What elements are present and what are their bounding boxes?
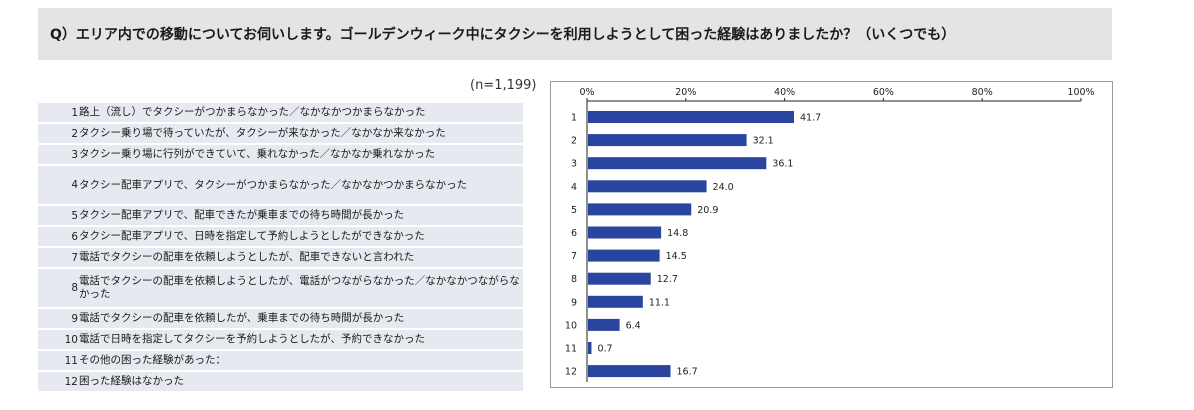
bar <box>588 318 620 331</box>
category-number: 1 <box>71 106 78 119</box>
category-tick-label: 2 <box>571 136 577 147</box>
category-label: タクシー乗り場に行列ができていて、乗れなかった／なかなか乗れなかった <box>79 148 436 160</box>
x-tick-label: 40% <box>774 87 795 98</box>
data-label: 0.7 <box>597 344 612 355</box>
data-label: 11.1 <box>649 297 670 308</box>
category-tick-label: 6 <box>571 228 577 239</box>
bar <box>588 180 707 193</box>
bar <box>588 295 643 308</box>
x-tick-label: 80% <box>972 87 993 98</box>
data-label: 6.4 <box>626 320 641 331</box>
category-number: 11 <box>64 354 78 367</box>
category-tick-label: 8 <box>571 274 577 285</box>
data-label: 32.1 <box>753 136 774 147</box>
x-tick-label: 0% <box>579 87 594 98</box>
category-row: 4 タクシー配車アプリで、タクシーがつかまらなかった／なかなかつかまらなかった <box>38 166 523 206</box>
category-tick-label: 11 <box>565 344 577 355</box>
x-tick-label: 60% <box>873 87 894 98</box>
sample-size: (n=1,199) <box>470 78 537 93</box>
category-row: 7 電話でタクシーの配車を依頼しようとしたが、配車できないと言われた <box>38 248 523 269</box>
bar <box>588 365 671 378</box>
category-tick-label: 1 <box>571 113 577 124</box>
category-number: 8 <box>71 282 78 294</box>
category-tick-label: 10 <box>565 320 577 331</box>
category-label: タクシー配車アプリで、日時を指定して予約しようとしたができなかった <box>79 230 425 242</box>
category-number: 9 <box>71 312 78 325</box>
data-label: 14.8 <box>667 228 688 239</box>
category-tick-label: 9 <box>571 297 577 308</box>
category-number: 5 <box>71 209 78 222</box>
x-tick-label: 100% <box>1067 87 1094 98</box>
category-number: 3 <box>71 148 78 161</box>
category-label: 電話でタクシーの配車を依頼しようとしたが、電話がつながらなかった／なかなかつなが… <box>79 275 520 300</box>
category-number: 10 <box>64 333 78 346</box>
category-row: 12 困った経験はなかった <box>38 372 523 393</box>
category-row: 3 タクシー乗り場に行列ができていて、乗れなかった／なかなか乗れなかった <box>38 145 523 166</box>
category-tick-label: 12 <box>565 367 577 378</box>
category-tick-label: 4 <box>571 182 577 193</box>
category-number: 6 <box>71 230 78 243</box>
category-row: 9 電話でタクシーの配車を依頼したが、乗車までの待ち時間が長かった <box>38 309 523 330</box>
category-row: 2 タクシー乗り場で待っていたが、タクシーが来なかった／なかなか来なかった <box>38 124 523 145</box>
category-row: 6 タクシー配車アプリで、日時を指定して予約しようとしたができなかった <box>38 227 523 248</box>
category-number: 7 <box>71 251 78 264</box>
category-number: 2 <box>71 127 78 140</box>
category-row: 5 タクシー配車アプリで、配車できたが乗車までの待ち時間が長かった <box>38 206 523 227</box>
question-text: Q）エリア内での移動についてお伺いします。ゴールデンウィーク中にタクシーを利用し… <box>50 27 956 43</box>
bar <box>588 342 592 354</box>
category-label: 困った経験はなかった <box>79 375 184 387</box>
category-row: 11 その他の困った経験があった： <box>38 351 523 372</box>
category-tick-label: 7 <box>571 251 577 262</box>
category-label: その他の困った経験があった： <box>79 354 226 366</box>
data-label: 16.7 <box>676 367 697 378</box>
category-label: 電話でタクシーの配車を依頼したが、乗車までの待ち時間が長かった <box>79 312 405 324</box>
category-label: タクシー配車アプリで、タクシーがつかまらなかった／なかなかつかまらなかった <box>79 178 468 191</box>
category-number: 12 <box>64 375 78 388</box>
bar <box>588 226 662 239</box>
category-row: 8 電話でタクシーの配車を依頼しようとしたが、電話がつながらなかった／なかなかつ… <box>38 269 523 309</box>
category-tick-label: 5 <box>571 205 577 216</box>
bar <box>588 134 747 147</box>
category-label: 路上（流し）でタクシーがつかまらなかった／なかなかつかまらなかった <box>79 106 426 118</box>
category-tick-label: 3 <box>571 159 577 170</box>
data-label: 14.5 <box>666 251 687 262</box>
chart-frame <box>550 81 1113 388</box>
bar <box>588 203 692 216</box>
data-label: 24.0 <box>713 182 734 193</box>
category-label: 電話でタクシーの配車を依頼しようとしたが、配車できないと言われた <box>79 251 415 263</box>
category-label: タクシー配車アプリで、配車できたが乗車までの待ち時間が長かった <box>79 209 405 221</box>
bar <box>588 157 767 170</box>
category-label: 電話で日時を指定してタクシーを予約しようとしたが、予約できなかった <box>79 333 425 345</box>
bar <box>588 249 660 262</box>
category-label: タクシー乗り場で待っていたが、タクシーが来なかった／なかなか来なかった <box>79 127 446 139</box>
data-label: 36.1 <box>772 159 793 170</box>
category-row: 1 路上（流し）でタクシーがつかまらなかった／なかなかつかまらなかった <box>38 103 523 124</box>
data-label: 20.9 <box>697 205 718 216</box>
bar <box>588 272 651 285</box>
category-row: 10 電話で日時を指定してタクシーを予約しようとしたが、予約できなかった <box>38 330 523 351</box>
x-tick-label: 20% <box>675 87 696 98</box>
question-header: Q）エリア内での移動についてお伺いします。ゴールデンウィーク中にタクシーを利用し… <box>38 8 1112 60</box>
bar <box>588 111 794 123</box>
data-label: 12.7 <box>657 274 678 285</box>
data-label: 41.7 <box>800 113 821 124</box>
category-number: 4 <box>71 179 78 191</box>
